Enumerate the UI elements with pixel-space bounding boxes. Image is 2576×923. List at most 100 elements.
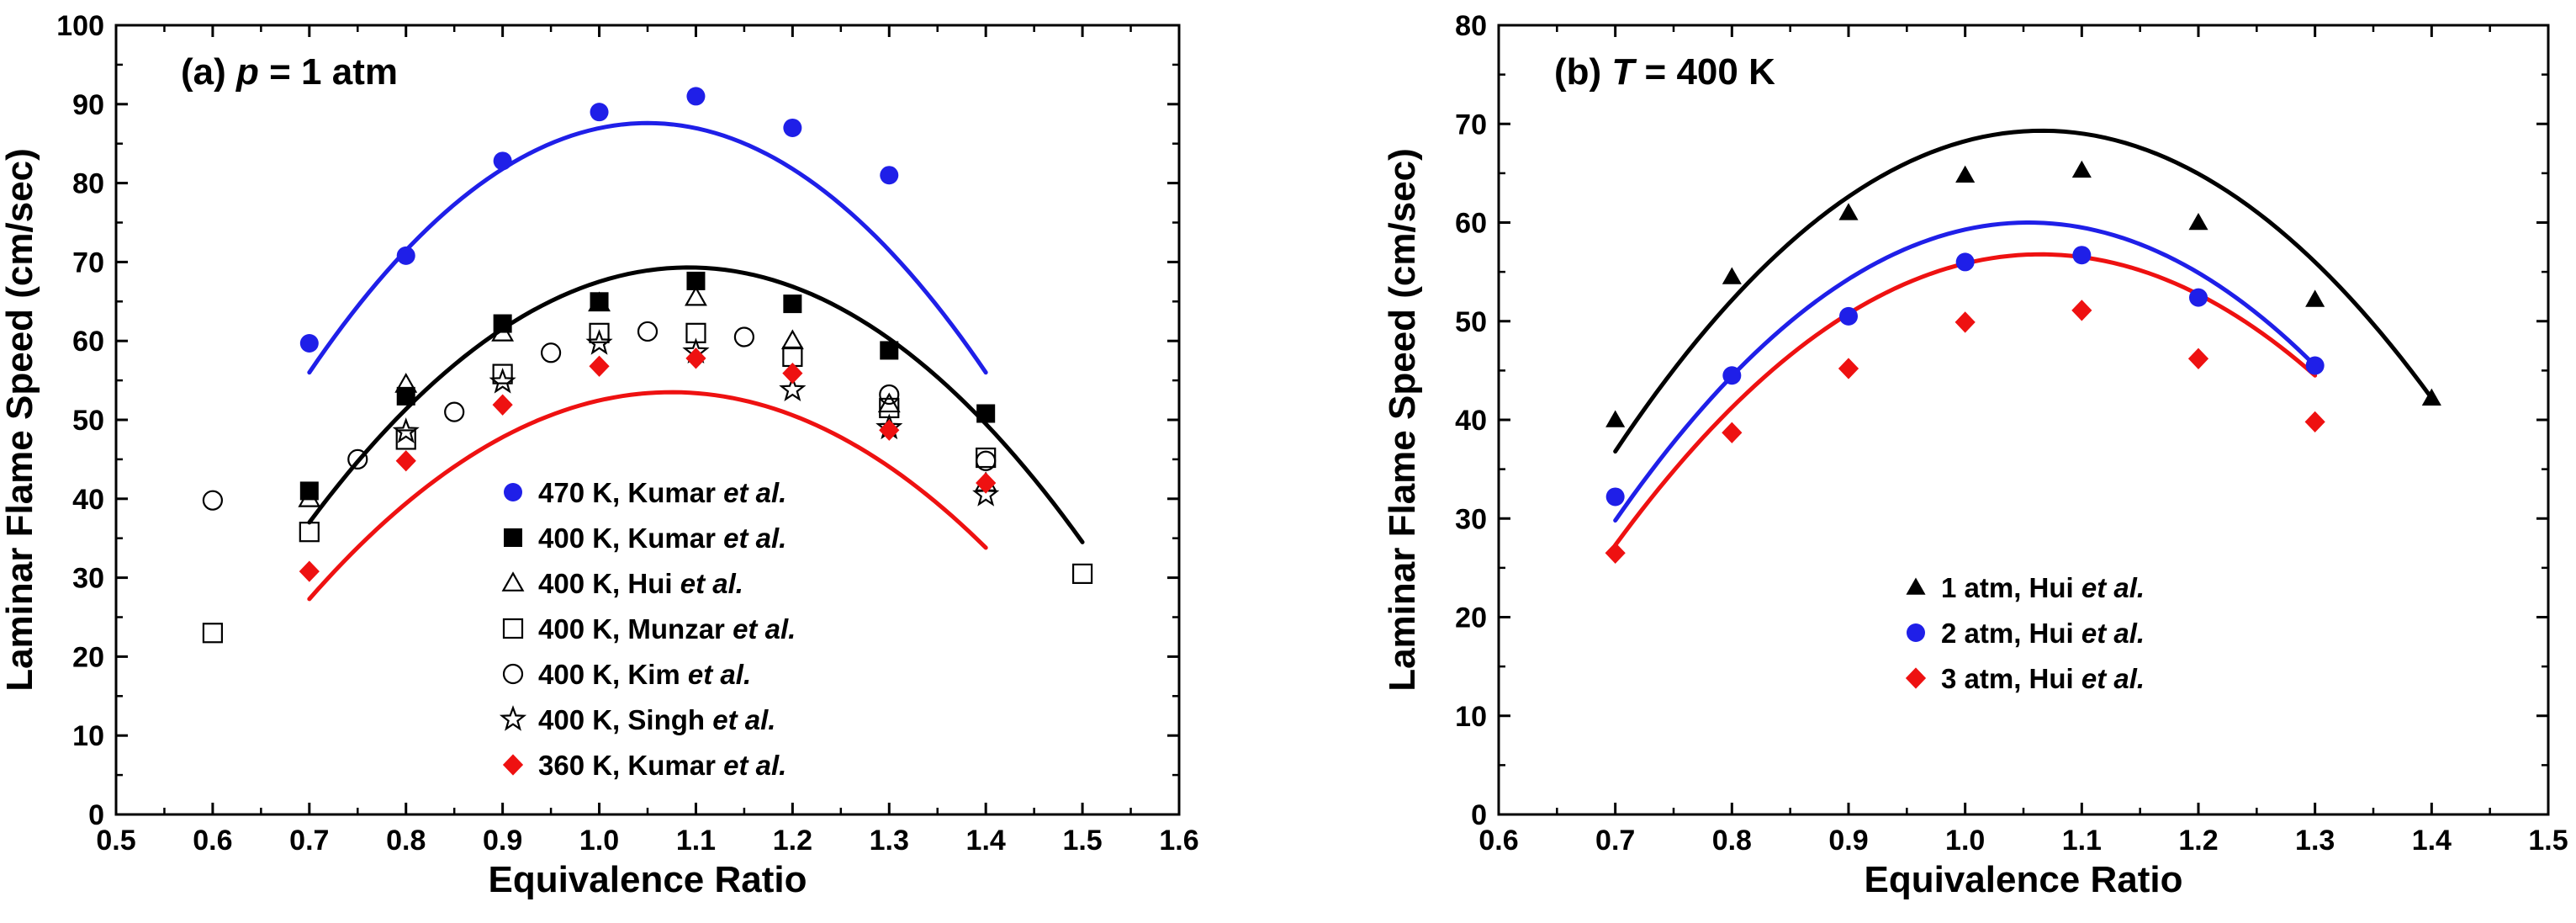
data-point — [879, 384, 900, 406]
data-point — [880, 166, 899, 185]
y-tick-label: 60 — [1455, 208, 1487, 240]
x-tick-label: 1.3 — [870, 825, 909, 857]
data-point — [1605, 410, 1626, 427]
data-point — [590, 103, 609, 122]
data-point — [783, 294, 802, 314]
y-tick-label: 50 — [72, 405, 104, 437]
data-point — [202, 490, 224, 511]
x-tick-label: 1.3 — [2295, 825, 2335, 857]
x-tick-label: 0.9 — [1828, 825, 1868, 857]
data-point — [1955, 252, 1975, 272]
legend-label: 3 atm, Hui et al. — [1941, 663, 2145, 694]
data-point — [2421, 388, 2441, 406]
y-tick-label: 0 — [1471, 799, 1487, 831]
y-tick-label: 100 — [56, 10, 104, 42]
chart-panel-b: 0.6 0.7 0.8 0.9 1.0 1.1 1.2 1.3 1.4 1.5 0 10 20 30 40 5… — [1382, 10, 2568, 900]
y-tick-label: 40 — [1455, 405, 1487, 437]
legend: 470 K, Kumar et al. 400 K, Kumar et al. 40… — [499, 477, 796, 781]
legend-label: 360 K, Kumar et al. — [538, 750, 786, 781]
x-axis-title: Equivalence Ratio — [488, 859, 807, 900]
data-point — [299, 522, 320, 543]
y-tick-label: 70 — [1455, 109, 1487, 141]
x-tick-label: 1.2 — [773, 825, 812, 857]
legend-marker — [1905, 667, 1927, 689]
legend-marker — [504, 528, 522, 547]
data-point — [686, 87, 706, 106]
legend-label: 2 atm, Hui et al. — [1941, 618, 2145, 649]
legend-marker — [1907, 623, 1925, 642]
data-point — [492, 363, 513, 385]
series-1 — [1605, 246, 2325, 507]
x-tick-label: 0.8 — [1712, 825, 1752, 857]
legend-label: 400 K, Kim et al. — [538, 659, 751, 690]
x-tick-label: 0.6 — [1478, 825, 1518, 857]
legend-marker — [499, 705, 527, 731]
data-point — [444, 401, 465, 422]
x-tick-label: 0.7 — [289, 825, 329, 857]
y-tick-label: 60 — [72, 326, 104, 358]
data-point — [685, 285, 707, 306]
series-6 — [299, 347, 997, 582]
y-axis-title: Laminar Flame Speed (cm/sec) — [1382, 148, 1423, 692]
data-point — [588, 291, 611, 312]
data-point — [2189, 288, 2208, 307]
data-point — [540, 342, 562, 363]
data-point — [976, 404, 996, 423]
data-point — [298, 487, 321, 507]
plot-frame — [114, 24, 1181, 816]
data-point — [202, 623, 224, 644]
data-point — [1605, 487, 1625, 507]
data-point — [396, 246, 415, 265]
chart-panel-a: 0.5 0.6 0.7 0.8 0.9 1.0 1.1 1.2 1.3 1.4 1.5 1.6 0 10 2… — [0, 10, 1199, 900]
y-tick-label: 80 — [1455, 10, 1487, 42]
data-point — [395, 429, 416, 450]
data-point — [489, 368, 516, 394]
y-axis-title: Laminar Flame Speed (cm/sec) — [0, 148, 40, 692]
x-tick-label: 0.9 — [483, 825, 522, 857]
y-tick-label: 30 — [72, 563, 104, 595]
data-point — [685, 347, 706, 369]
data-point — [972, 480, 1000, 507]
y-tick-label: 0 — [88, 799, 104, 831]
data-point — [779, 375, 807, 402]
data-point — [2305, 356, 2325, 375]
y-tick-label: 50 — [1455, 306, 1487, 338]
data-point — [1954, 311, 1976, 333]
data-point — [637, 321, 659, 342]
y-tick-label: 10 — [72, 720, 104, 752]
data-point — [1722, 366, 1742, 385]
fit-curve — [1613, 252, 2318, 548]
legend-label: 400 K, Munzar et al. — [538, 613, 796, 645]
x-tick-label: 1.6 — [1159, 825, 1198, 857]
legend-marker — [502, 754, 524, 776]
legend: 1 atm, Hui et al. 2 atm, Hui et al. 3 atm,… — [1905, 572, 2145, 694]
legend-marker — [1906, 577, 1926, 595]
x-tick-label: 0.7 — [1595, 825, 1635, 857]
data-point — [2072, 246, 2092, 265]
x-tick-label: 1.2 — [2178, 825, 2218, 857]
panel-title: (a) p = 1 atm — [181, 51, 398, 93]
data-point — [1838, 358, 1859, 379]
fit-curve — [307, 390, 988, 602]
panel-title: (b) T = 400 K — [1554, 51, 1775, 93]
legend-marker — [504, 483, 522, 501]
series-2 — [1605, 300, 2325, 564]
y-tick-label: 90 — [72, 89, 104, 121]
y-tick-label: 40 — [72, 484, 104, 516]
x-tick-label: 1.1 — [2062, 825, 2102, 857]
data-point — [2305, 289, 2325, 307]
data-point — [2071, 300, 2092, 321]
data-point — [879, 419, 900, 441]
data-point — [2071, 160, 2092, 178]
data-point — [1605, 542, 1626, 564]
data-point — [686, 271, 706, 290]
data-point — [299, 334, 319, 353]
legend-label: 400 K, Hui et al. — [538, 568, 743, 599]
data-point — [783, 118, 802, 137]
y-tick-label: 20 — [72, 641, 104, 673]
data-point — [976, 472, 997, 494]
legend-marker — [501, 571, 525, 591]
data-point — [395, 450, 416, 472]
legend-label: 400 K, Singh et al. — [538, 704, 775, 735]
